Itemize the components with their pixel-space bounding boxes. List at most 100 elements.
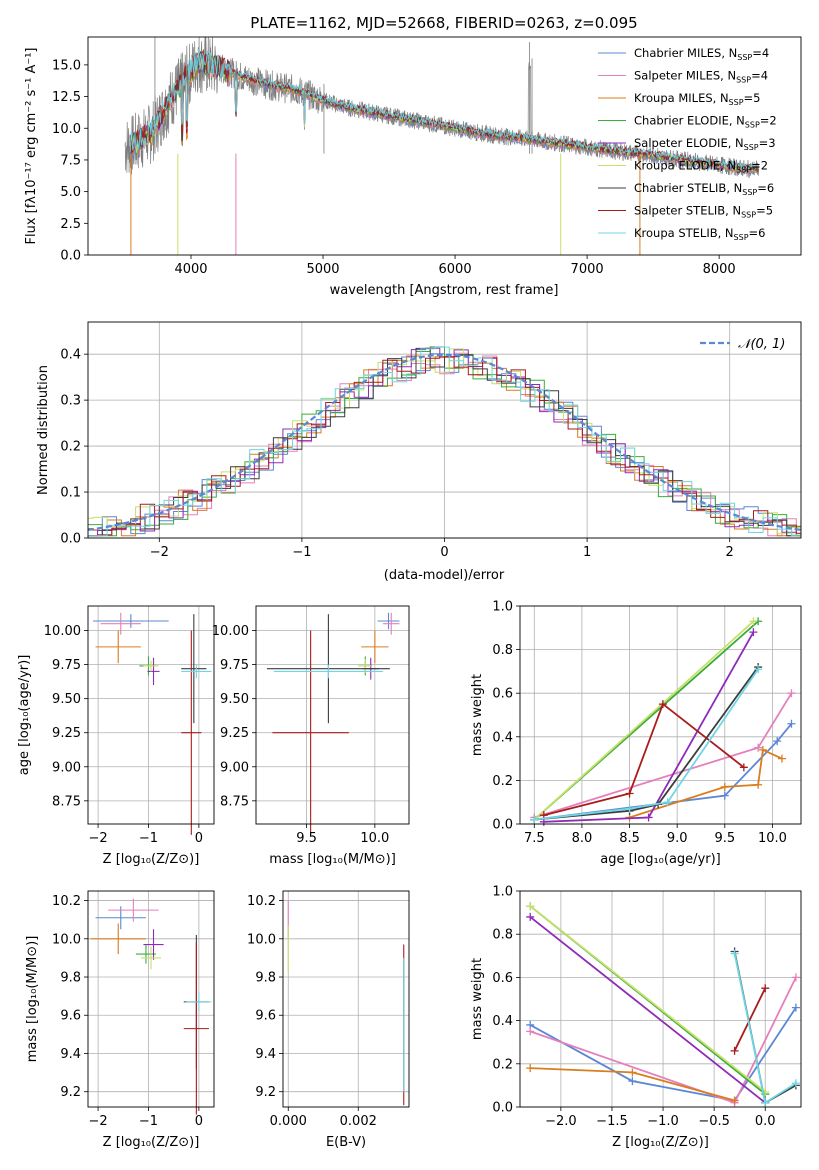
legend-label-text: Kroupa MILES, N	[634, 91, 729, 105]
residual-panel: −2 −1 0 1 2 0.0 0.1 0.2 0.3 0.4 (data-model)/erro…	[36, 321, 802, 583]
weight-metallicity-marker	[791, 973, 800, 982]
weight-age-line	[543, 702, 745, 817]
weight-metallicity-marker	[628, 1068, 637, 1077]
weight-age-marker	[758, 745, 767, 754]
y-tick-label: 10.0	[247, 932, 276, 947]
weight-age-marker	[773, 737, 782, 746]
weight-age-line	[533, 620, 755, 821]
x-tick-label: −1.5	[596, 1114, 628, 1129]
legend-label-tail: =2	[760, 114, 777, 128]
legend-label-tail: =5	[756, 204, 773, 218]
x-axis-label: age [log₁₀(age/yr)]	[600, 852, 721, 867]
axes-frame	[87, 890, 215, 1108]
x-tick-label: 7.5	[524, 831, 545, 846]
legend-label-text: Chabrier STELIB, N	[634, 181, 742, 195]
legend-label-tail: =4	[751, 69, 768, 83]
residual-histogram	[88, 346, 801, 537]
x-tick-label: 9.0	[667, 831, 688, 846]
weight-metallicity-marker	[526, 1027, 535, 1036]
residual-histogram	[88, 352, 801, 537]
x-tick-label: 4000	[174, 262, 207, 277]
weight-metallicity-marker	[761, 984, 770, 993]
legend-label-text: Chabrier ELODIE, N	[634, 114, 745, 128]
residual-histogram	[88, 353, 801, 537]
legend-label-text: Kroupa STELIB, N	[634, 226, 734, 240]
legend-label-sub: SSP	[744, 143, 759, 152]
y-tick-label: 10.0	[52, 122, 81, 137]
legend-label: Kroupa ELODIE, NSSP=2	[634, 159, 768, 175]
residual-histogram	[88, 347, 801, 537]
axes-frame	[519, 605, 802, 825]
weight-metallicity-marker	[628, 1077, 637, 1086]
x-tick-label: 9.5	[714, 831, 735, 846]
weight-metallicity-marker	[730, 1096, 739, 1105]
y-tick-label: 9.25	[220, 726, 249, 741]
y-tick-label: 9.25	[52, 726, 81, 741]
x-tick-label: −1.0	[647, 1114, 679, 1129]
weight-age-line	[543, 631, 755, 823]
weight-age-marker	[787, 689, 796, 698]
weight-age-marker	[530, 815, 539, 824]
y-tick-label: 8.75	[220, 794, 249, 809]
legend-label: Kroupa STELIB, NSSP=6	[634, 226, 765, 242]
x-tick-label: 8.0	[572, 831, 593, 846]
y-tick-label: 9.8	[255, 971, 276, 986]
weight-age-marker	[754, 665, 763, 674]
y-tick-label: 9.75	[220, 658, 249, 673]
weight-age-line	[534, 668, 759, 821]
legend-label-sub: SSP	[736, 76, 751, 85]
y-tick-label: 9.75	[52, 658, 81, 673]
legend-label-text: Salpeter ELODIE, N	[634, 136, 744, 150]
y-tick-label: 0.0	[492, 1101, 513, 1116]
age-vs-mass-panel: 9.5 10.0 8.75 9.00 9.25 9.50 9.75 10.00 mass [lo…	[212, 605, 410, 867]
weight-age-marker	[787, 719, 796, 728]
normal-curve-legend-label: 𝒩(0, 1)	[738, 337, 785, 352]
legend-label-text: Salpeter STELIB, N	[634, 204, 741, 218]
legend-label-sub: SSP	[737, 53, 752, 62]
weight-metallicity-marker	[526, 1064, 535, 1073]
legend-label-sub: SSP	[741, 211, 756, 220]
legend-label-text: Salpeter MILES, N	[634, 69, 736, 83]
y-axis-label: mass weight	[470, 958, 485, 1040]
weight-age-marker	[720, 791, 729, 800]
y-tick-label: 9.6	[60, 1009, 81, 1024]
plot-marks	[266, 612, 400, 835]
x-tick-label: 2	[726, 545, 734, 560]
y-tick-label: 10.2	[247, 894, 276, 909]
weight-age-marker	[663, 798, 672, 807]
x-tick-label: 10.0	[360, 831, 389, 846]
model-spectrum-line	[129, 48, 759, 171]
residual-ylabel: Normed distribution	[36, 365, 51, 495]
y-tick-label: 9.2	[255, 1085, 276, 1100]
y-tick-label: 1.0	[492, 885, 513, 900]
y-tick-label: 0.4	[492, 1014, 513, 1029]
y-axis-label: mass weight	[470, 674, 485, 756]
legend-label-tail: =2	[751, 159, 768, 173]
legend-label: Salpeter MILES, NSSP=4	[634, 69, 768, 85]
weight-age-marker	[625, 789, 634, 798]
legend-label-sub: SSP	[729, 98, 744, 107]
weight-age-marker	[658, 700, 667, 709]
y-tick-label: 9.8	[60, 971, 81, 986]
weight-metallicity-marker	[730, 1046, 739, 1055]
y-tick-label: 7.5	[60, 153, 81, 168]
y-tick-label: 9.00	[220, 760, 249, 775]
residual-plot-area	[88, 346, 801, 537]
legend-label: Salpeter STELIB, NSSP=5	[634, 204, 773, 220]
y-tick-label: 0.8	[492, 643, 513, 658]
spectrum-title: PLATE=1162, MJD=52668, FIBERID=0263, z=0…	[250, 14, 637, 32]
legend-label-sub: SSP	[736, 166, 751, 175]
x-tick-label: 0.0	[755, 1114, 776, 1129]
plot-marks	[93, 612, 212, 835]
y-tick-label: 9.2	[60, 1085, 81, 1100]
spectrum-plot-area	[124, 37, 760, 255]
mass-vs-metallicity-panel: −2 −1 0 9.2 9.4 9.6 9.8 10.0 10.2 Z [log₁₀(Z/Z⊙)]…	[25, 890, 215, 1150]
x-axis-label: Z [log₁₀(Z/Z⊙)]	[103, 1135, 200, 1150]
weight-age-marker	[644, 813, 653, 822]
weight-vs-metallicity-panel: −2.0 −1.5 −1.0 −0.5 0.0 0.0 0.2 0.4 0.6 0.8 1.0 Z […	[470, 885, 802, 1150]
x-tick-label: 9.5	[296, 831, 317, 846]
y-tick-label: 0.0	[492, 818, 513, 833]
axes-frame	[87, 605, 215, 825]
y-tick-label: 0.4	[492, 730, 513, 745]
y-axis-label: mass [log₁₀(M/M⊙)]	[25, 936, 40, 1063]
